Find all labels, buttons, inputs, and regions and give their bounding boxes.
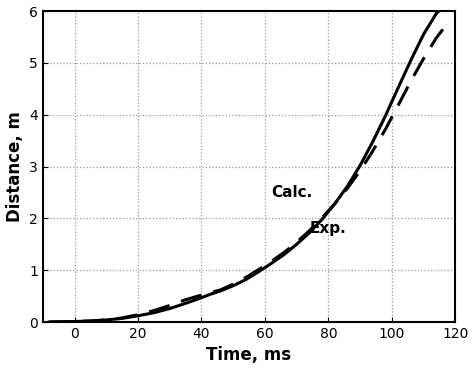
Text: Exp.: Exp. — [310, 221, 346, 236]
X-axis label: Time, ms: Time, ms — [207, 346, 292, 364]
Y-axis label: Distance, m: Distance, m — [6, 111, 24, 222]
Text: Calc.: Calc. — [271, 185, 312, 200]
